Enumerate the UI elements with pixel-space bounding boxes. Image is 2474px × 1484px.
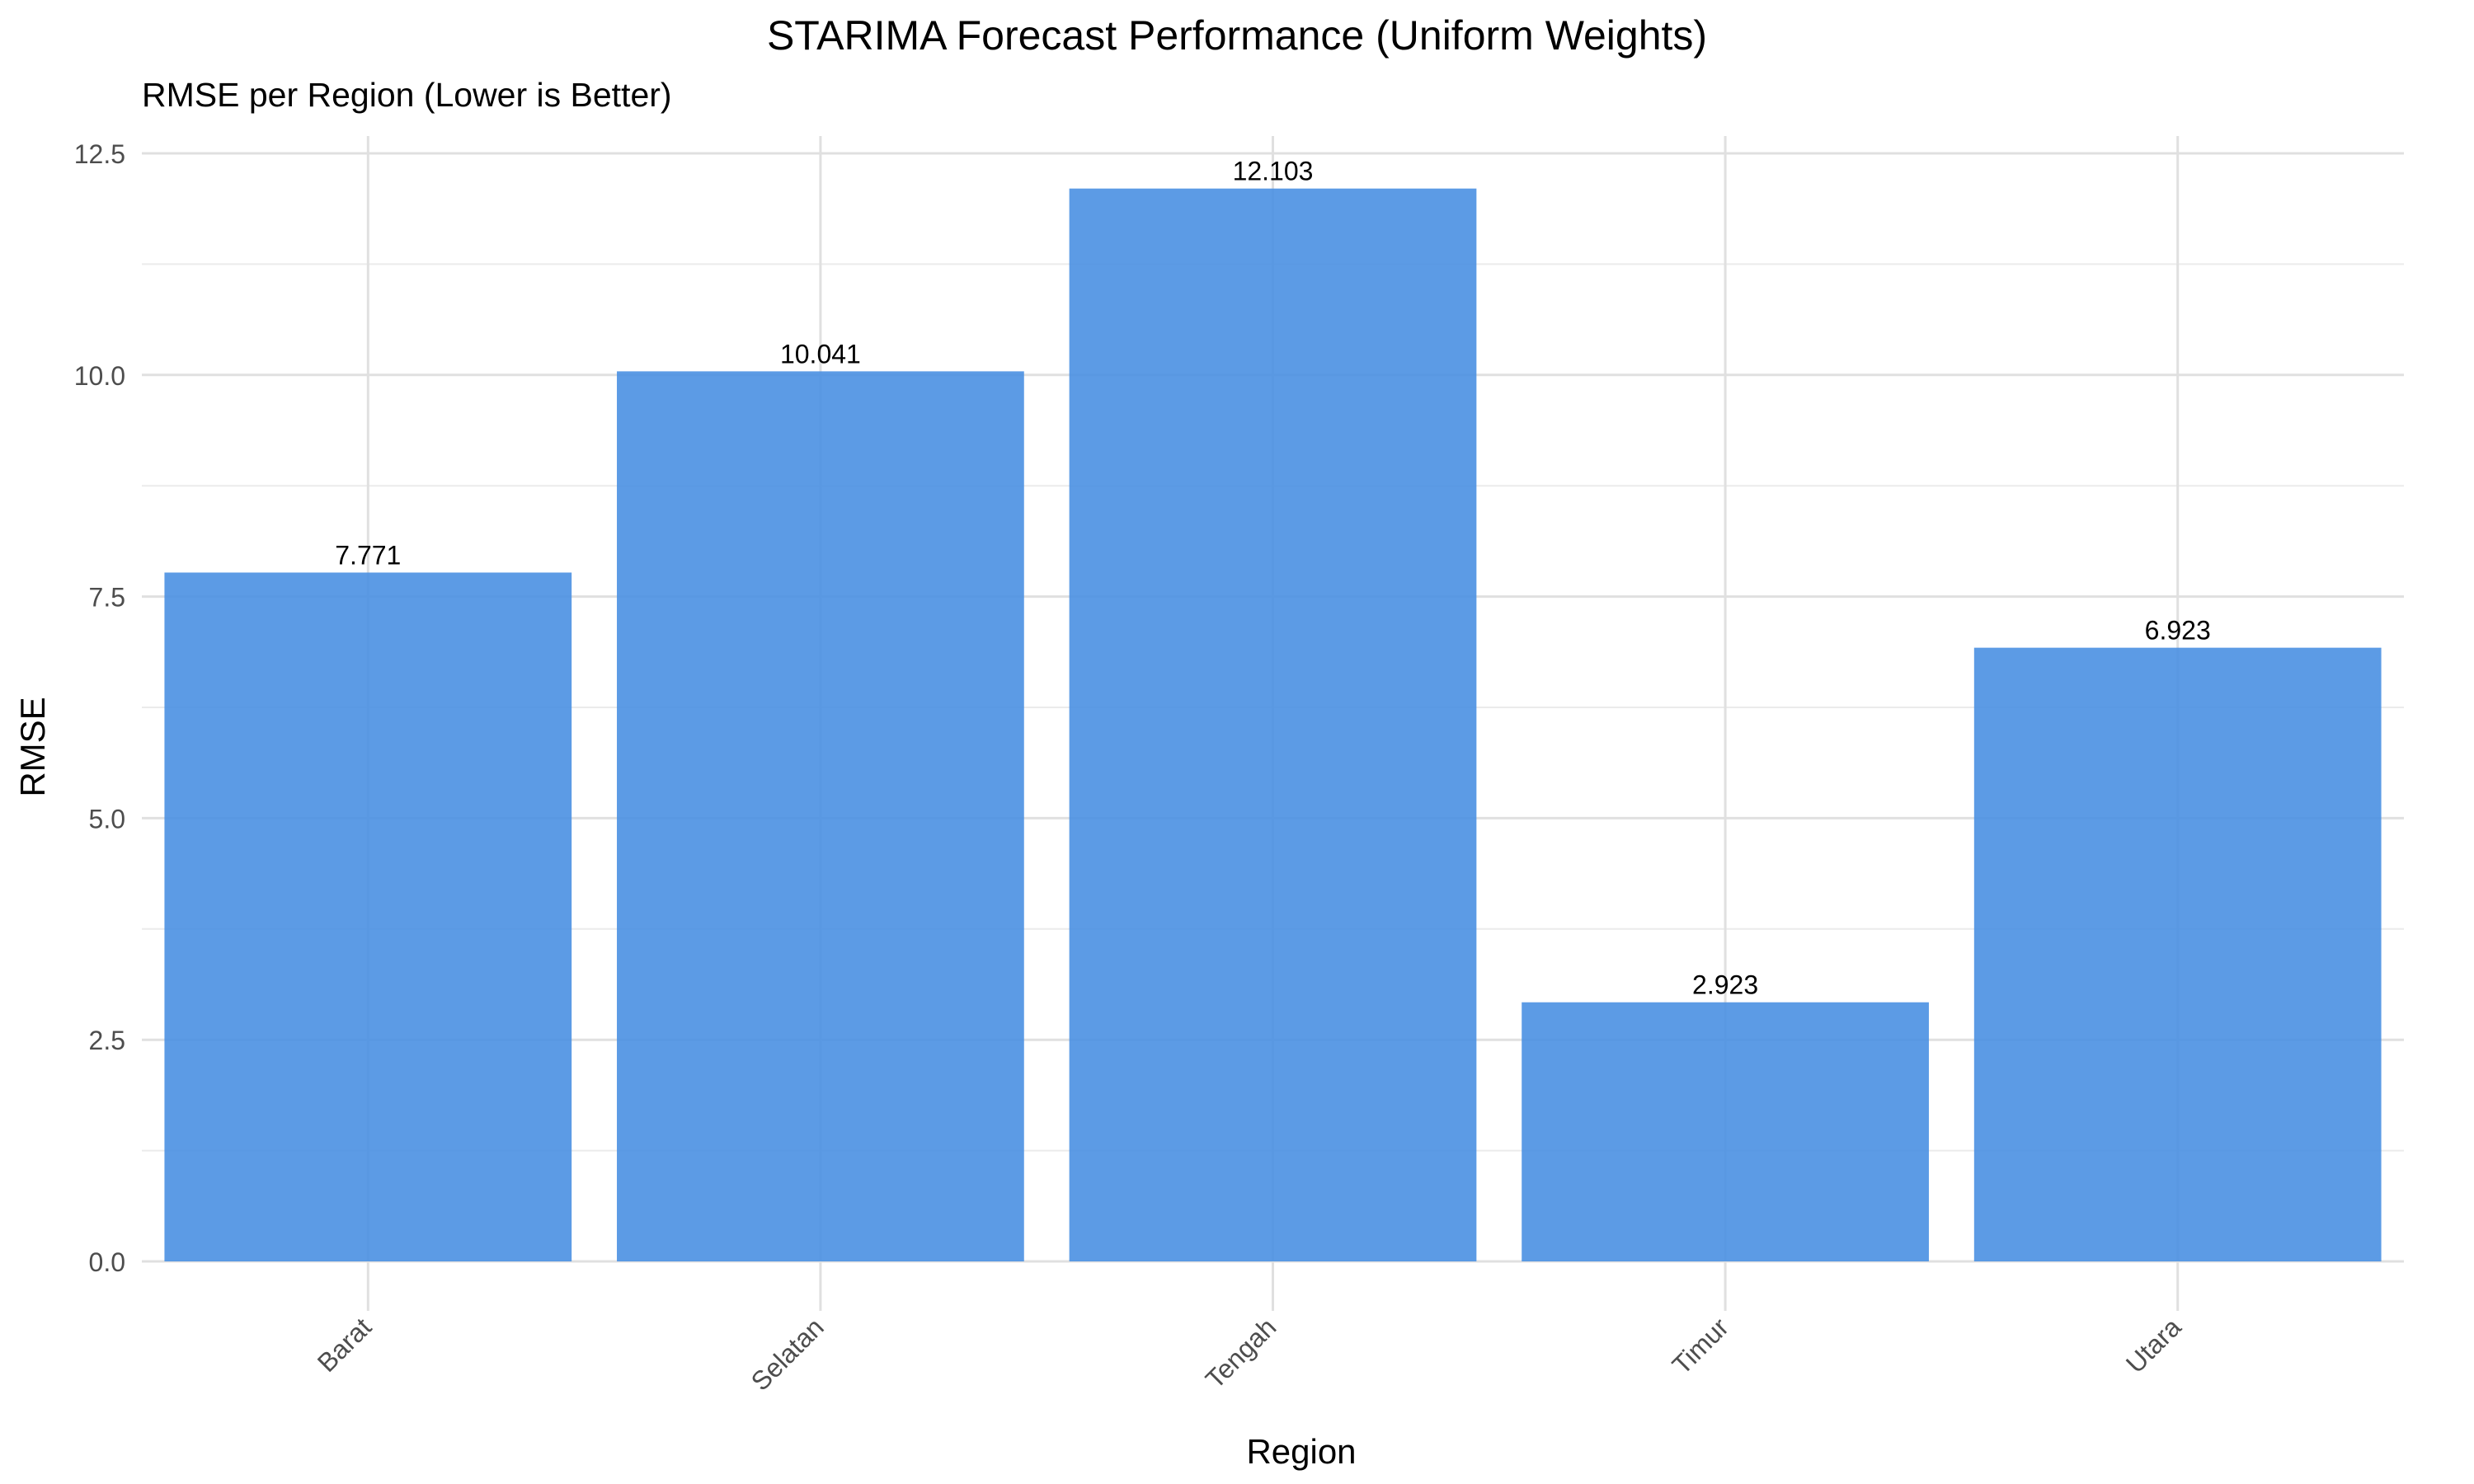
- y-tick-label: 7.5: [89, 583, 125, 613]
- data-label: 12.103: [1233, 157, 1314, 186]
- data-label: 6.923: [2145, 616, 2211, 646]
- x-tick-label: Barat: [312, 1312, 378, 1378]
- y-axis-title: RMSE: [13, 697, 52, 796]
- y-tick-label: 0.0: [89, 1247, 125, 1277]
- x-axis-title: Region: [1246, 1432, 1356, 1471]
- x-tick-label: Selatan: [745, 1312, 830, 1396]
- data-label: 2.923: [1692, 970, 1758, 1000]
- x-tick-label: Timur: [1667, 1312, 1735, 1380]
- chart-title: STARIMA Forecast Performance (Uniform We…: [766, 12, 1708, 59]
- bar: [1522, 1002, 1929, 1261]
- data-label: 7.771: [335, 540, 401, 570]
- y-tick-label: 10.0: [74, 361, 125, 391]
- bar: [1069, 188, 1477, 1262]
- y-tick-label: 5.0: [89, 804, 125, 834]
- bar: [617, 371, 1024, 1261]
- y-tick-label: 2.5: [89, 1026, 125, 1055]
- bar: [1973, 647, 2382, 1261]
- bar: [164, 572, 572, 1261]
- bars: [164, 188, 2382, 1262]
- data-label: 10.041: [780, 339, 861, 369]
- y-tick-label: 12.5: [74, 139, 125, 169]
- x-tick-label: Tengah: [1200, 1312, 1282, 1394]
- x-tick-label: Utara: [2120, 1312, 2187, 1378]
- chart-subtitle: RMSE per Region (Lower is Better): [142, 76, 672, 114]
- value-labels: 7.771 10.041 12.103 2.923 6.923: [335, 157, 2210, 1000]
